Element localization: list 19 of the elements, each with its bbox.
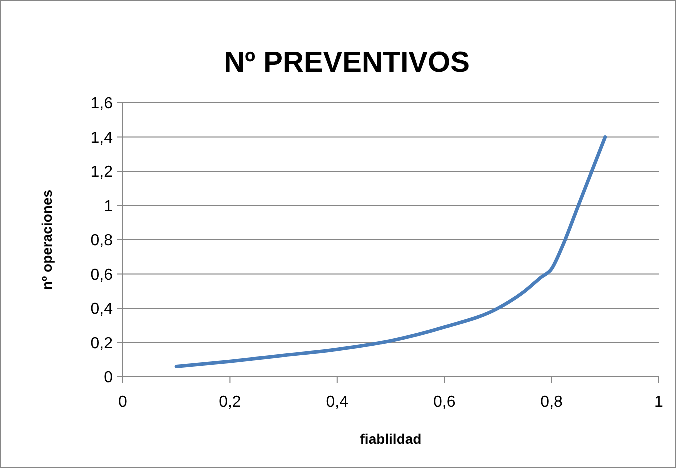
x-tick-label: 0,8 bbox=[540, 394, 564, 411]
y-tick-label: 0,6 bbox=[90, 266, 114, 284]
x-tick-label: 1 bbox=[654, 394, 664, 411]
y-tick-label: 0,4 bbox=[90, 301, 114, 318]
y-tick-label: 1,4 bbox=[90, 130, 114, 147]
chart-title: Nº PREVENTIVOS bbox=[224, 47, 470, 79]
y-tick-label: 0,8 bbox=[90, 232, 114, 250]
x-tick-label: 0 bbox=[118, 394, 128, 411]
y-axis-title: nº operaciones bbox=[39, 190, 55, 290]
y-tick-label: 1 bbox=[104, 198, 114, 216]
y-tick-label: 0 bbox=[104, 370, 114, 387]
x-tick-label: 0,4 bbox=[326, 394, 349, 411]
y-tick-label: 0,2 bbox=[90, 335, 114, 352]
x-axis-title: fiablildad bbox=[360, 431, 422, 447]
line-series bbox=[174, 136, 608, 368]
y-tick-label: 1,6 bbox=[90, 96, 114, 113]
y-tick-label: 1,2 bbox=[90, 164, 114, 182]
x-tick-label: 0,6 bbox=[433, 394, 456, 411]
x-tick-label: 0,2 bbox=[219, 394, 242, 411]
